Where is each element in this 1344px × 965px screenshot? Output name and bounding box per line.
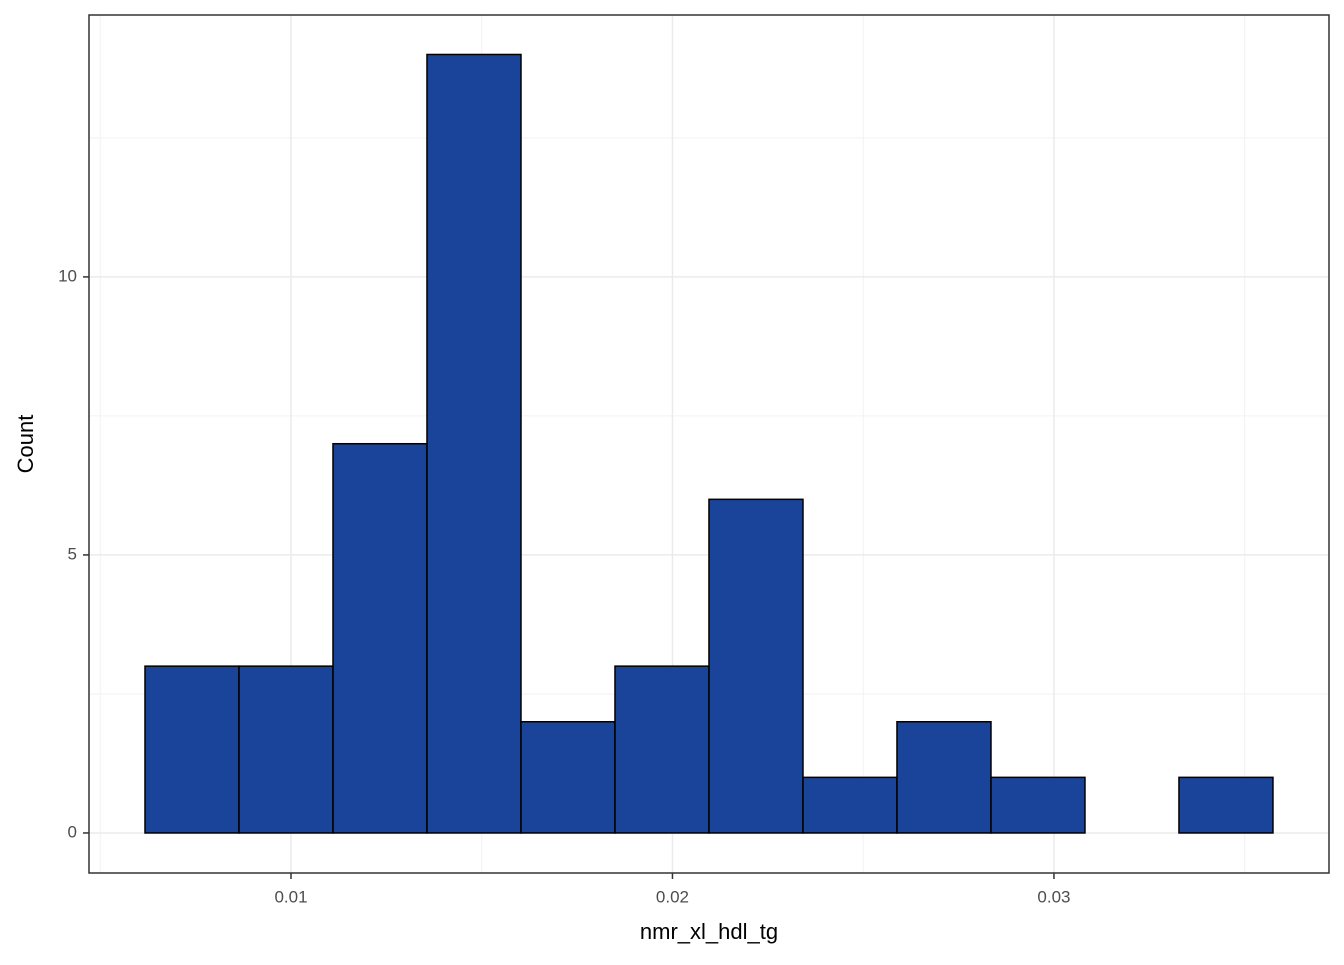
bar <box>990 776 1086 834</box>
x-tick-label: 0.02 <box>656 887 689 906</box>
bar <box>426 53 522 834</box>
bar <box>332 442 428 834</box>
y-tick-label: 0 <box>68 822 77 841</box>
bar <box>144 665 240 834</box>
bar <box>802 776 898 834</box>
bar <box>238 665 334 834</box>
x-tick-label: 0.01 <box>274 887 307 906</box>
y-tick-label: 10 <box>58 266 77 285</box>
bar <box>708 498 804 834</box>
x-tick-label: 0.03 <box>1037 887 1070 906</box>
y-axis-title: Count <box>13 415 38 474</box>
bar <box>614 665 710 834</box>
bar <box>520 721 616 834</box>
panel-border <box>88 14 1330 874</box>
bar <box>1178 776 1274 834</box>
x-axis-title: nmr_xl_hdl_tg <box>640 919 778 944</box>
y-tick-label: 5 <box>68 544 77 563</box>
bar <box>896 721 992 834</box>
